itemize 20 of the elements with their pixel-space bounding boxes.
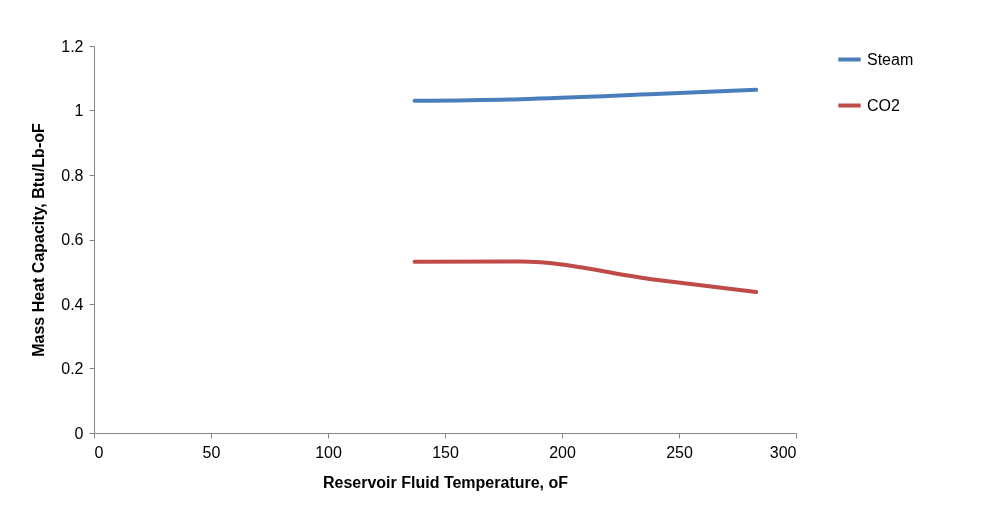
line-series	[412, 87, 759, 103]
y-tick-label: 0.2	[61, 360, 84, 377]
x-tick-label: 150	[432, 443, 459, 461]
y-tick-label: 0	[74, 424, 84, 442]
x-tick-label: 100	[315, 443, 342, 461]
y-axis-title: Mass Heat Capacity, Btu/Lb-oF	[30, 123, 48, 357]
y-tick-label: 1	[74, 102, 84, 119]
legend-label: Steam	[867, 50, 914, 68]
x-tick-label: 300	[769, 443, 797, 461]
y-tick-label: 0.6	[61, 231, 84, 248]
y-tick-label: 0.4	[61, 295, 84, 313]
x-axis-title: Reservoir Fluid Temperature, oF	[322, 473, 569, 491]
y-tick-label: 0.8	[61, 166, 84, 184]
line-series	[412, 259, 759, 295]
legend-label: CO2	[867, 96, 900, 114]
x-tick-label: 0	[94, 443, 104, 461]
x-tick-label: 250	[666, 443, 693, 461]
x-tick-label: 50	[202, 443, 221, 461]
x-tick-label: 200	[549, 443, 576, 461]
y-tick-label: 1.2	[61, 37, 84, 55]
